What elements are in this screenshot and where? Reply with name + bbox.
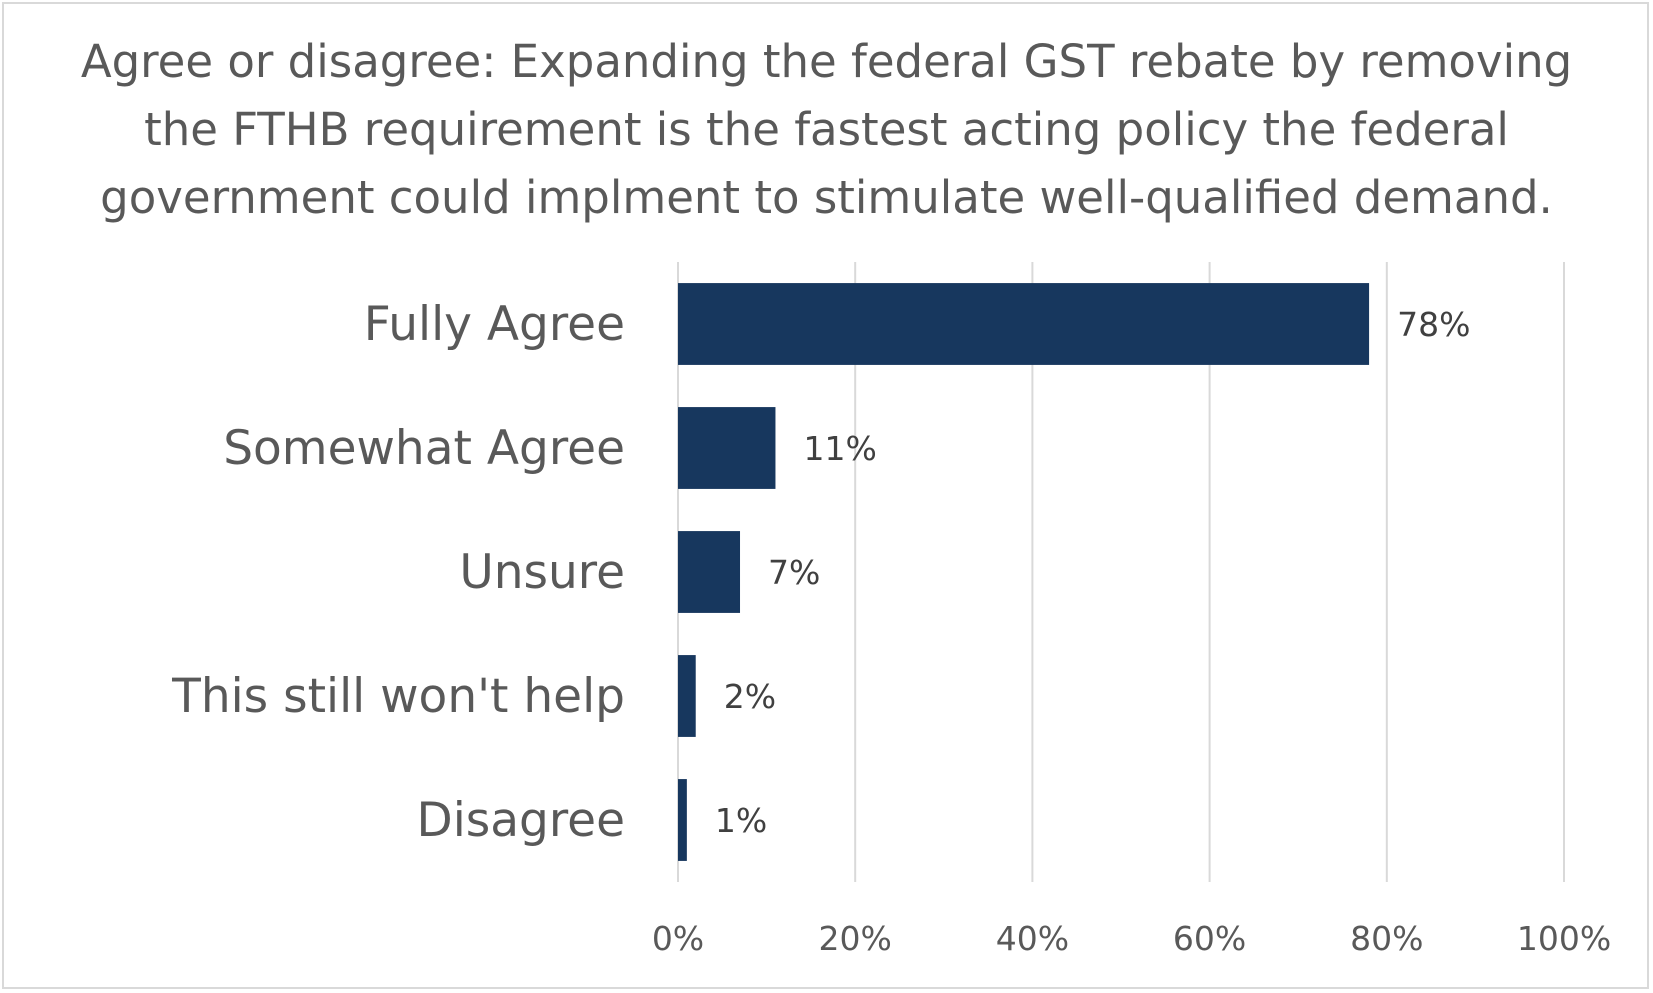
x-axis-tick-labels: 0% 20% 40% 60% 80% 100% [652,919,1611,958]
category-label: Fully Agree [364,297,625,352]
x-tick-label: 0% [652,919,704,958]
category-label: Disagree [417,793,626,848]
data-labels: 78% 11% 7% 2% 1% [715,305,1471,840]
bar [678,407,776,489]
category-label: Unsure [459,545,625,600]
x-tick-label: 40% [996,919,1069,958]
bar [678,531,741,613]
data-label: 78% [1397,305,1470,344]
data-label: 1% [715,801,767,840]
category-labels: Fully Agree Somewhat Agree Unsure This stil… [171,297,625,848]
bar [678,655,696,737]
x-tick-label: 100% [1517,919,1611,958]
chart-title: Agree or disagree: Expanding the federal… [80,35,1573,224]
bar [678,283,1370,365]
bars [678,283,1370,861]
category-label: Somewhat Agree [223,421,625,476]
x-tick-label: 80% [1350,919,1423,958]
bar [678,779,687,861]
x-tick-label: 60% [1173,919,1246,958]
x-tick-label: 20% [819,919,892,958]
data-label: 7% [768,553,820,592]
data-label: 2% [724,677,776,716]
data-label: 11% [803,429,876,468]
category-label: This still won't help [171,669,625,724]
